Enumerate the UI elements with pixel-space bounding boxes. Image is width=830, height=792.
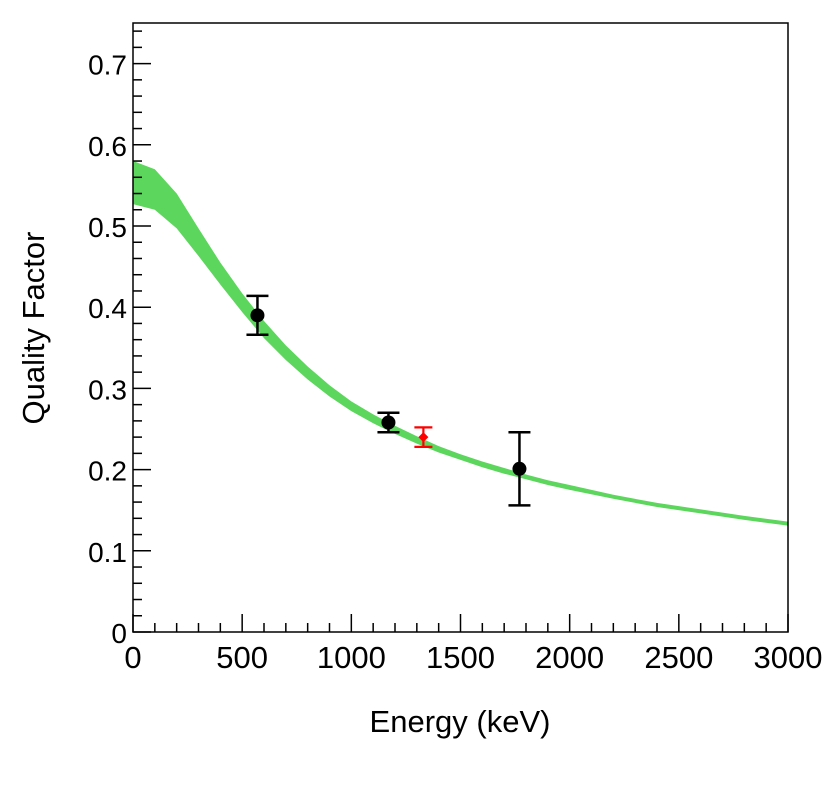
y-tick-label: 0.5: [88, 212, 127, 243]
axes: 0 500 1000 1500 2000 2500 3000 0 0.1 0.2 0.3 0.4 0.5…: [88, 30, 823, 675]
y-tick-label: 0.2: [88, 456, 127, 487]
x-tick-label: 0: [124, 640, 141, 675]
data-point: [418, 432, 429, 443]
plot-frame: [132, 22, 789, 633]
data-point: [381, 415, 396, 430]
x-tick-label: 2500: [644, 640, 713, 675]
x-tick-label: 500: [216, 640, 268, 675]
y-tick-label: 0.3: [88, 374, 127, 405]
uncertainty-band: [133, 161, 788, 526]
uncertainty-band-layer: [133, 161, 788, 526]
data-points-layer: [246, 294, 531, 507]
x-tick-label: 1500: [426, 640, 495, 675]
x-tick-label: 1000: [317, 640, 386, 675]
x-axis-title: Energy (keV): [370, 704, 551, 739]
x-tick-label: 3000: [754, 640, 823, 675]
y-tick-label: 0.1: [88, 537, 127, 568]
data-point: [512, 461, 527, 476]
data-point: [250, 308, 265, 323]
y-tick-label: 0.7: [88, 50, 127, 81]
x-tick-label: 2000: [535, 640, 604, 675]
y-tick-label: 0.4: [88, 293, 127, 324]
y-tick-label: 0.6: [88, 131, 127, 162]
y-tick-label: 0: [111, 618, 127, 649]
y-axis-title: Quality Factor: [16, 232, 51, 425]
